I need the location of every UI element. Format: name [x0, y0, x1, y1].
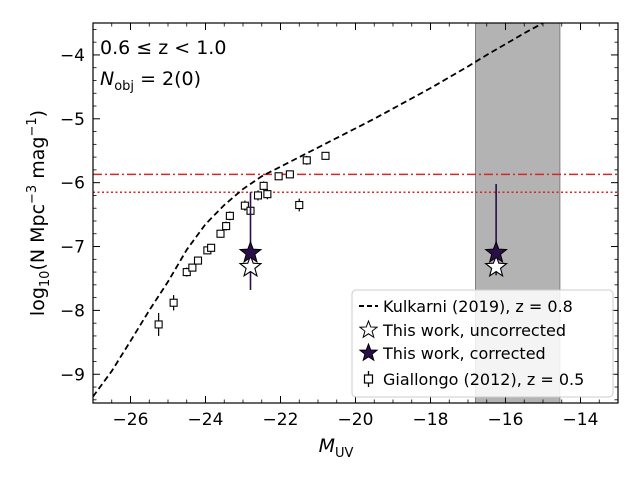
y-tick-label: −9 — [60, 365, 85, 385]
legend-giallongo-label: Giallongo (2012), z = 0.5 — [383, 370, 584, 389]
x-tick-label: −16 — [488, 410, 524, 430]
giallongo-marker — [182, 268, 191, 277]
giallongo-point — [259, 181, 268, 191]
corrected-star — [484, 240, 508, 263]
giallongo-point — [216, 229, 225, 238]
y-axis-label-mid: mag — [27, 137, 49, 185]
y-axis-label-sup2: −1 — [25, 117, 40, 136]
giallongo-point — [274, 172, 283, 181]
y-axis-label-body: (N Mpc — [27, 204, 49, 271]
data-points-layer — [154, 151, 509, 336]
giallongo-marker — [225, 211, 234, 220]
y-tick-label: −4 — [60, 46, 85, 66]
giallongo-marker — [259, 181, 268, 190]
legend-uncorrected-label: This work, uncorrected — [382, 321, 566, 340]
giallongo-point — [302, 155, 311, 165]
giallongo-point — [154, 312, 163, 336]
y-axis-label-sup1: −3 — [25, 185, 40, 204]
giallongo-point — [253, 190, 263, 201]
x-tick-label: −26 — [113, 410, 149, 430]
corrected-star — [238, 240, 263, 263]
giallongo-marker — [207, 243, 216, 252]
y-axis-label: log10(N Mpc−3 mag−1) — [25, 110, 53, 316]
giallongo-marker — [285, 170, 294, 179]
giallongo-marker — [222, 222, 231, 231]
kulkarni-model-curve — [93, 23, 544, 398]
legend: Kulkarni (2019), z = 0.8 This work, unco… — [351, 289, 614, 398]
giallongo-marker — [253, 191, 263, 200]
x-axis-label-main: M — [319, 435, 335, 457]
legend-open-star-icon — [358, 319, 379, 339]
giallongo-marker — [169, 298, 178, 307]
giallongo-point — [193, 256, 203, 265]
giallongo-point — [207, 243, 216, 252]
x-tick-label: −18 — [413, 410, 449, 430]
giallongo-marker — [321, 151, 330, 160]
nobj-subscript: obj — [114, 79, 134, 94]
legend-giallongo-marker — [363, 371, 374, 387]
x-tick-label: −14 — [563, 410, 599, 430]
y-axis-label-sub: 10 — [38, 271, 53, 288]
giallongo-marker — [154, 320, 163, 329]
x-axis-label: MUV — [319, 435, 354, 461]
legend-filled-star-shape — [358, 342, 379, 362]
giallongo-marker — [274, 172, 283, 181]
giallongo-marker — [240, 201, 249, 210]
giallongo-marker — [302, 156, 311, 165]
giallongo-point — [225, 211, 234, 221]
giallongo-point — [321, 151, 330, 160]
model-curve-layer — [93, 23, 544, 398]
x-tick-label: −22 — [263, 410, 299, 430]
giallongo-marker — [295, 200, 304, 210]
axis-ticks-layer: −26 −24 −22 −20 −18 −16 −14 −9 −8 −7 −6 −5 −4 — [60, 23, 619, 430]
horizontal-lines-layer — [93, 173, 618, 193]
legend-box — [351, 289, 614, 398]
giallongo-point — [188, 263, 197, 272]
giallongo-point — [222, 221, 231, 231]
legend-filled-star-icon — [358, 342, 379, 362]
y-tick-label: −5 — [60, 110, 85, 130]
giallongo-marker — [188, 263, 197, 272]
y-axis-label-end: ) — [27, 110, 49, 117]
giallongo-point — [295, 198, 304, 212]
redshift-range-annotation: 0.6 ≤ z < 1.0 — [100, 37, 226, 59]
giallongo-marker — [263, 190, 272, 199]
nobj-prefix: N — [100, 68, 114, 90]
y-tick-label: −7 — [60, 238, 85, 258]
y-tick-label: −8 — [60, 301, 85, 321]
x-tick-label: −24 — [188, 410, 224, 430]
giallongo-marker — [193, 256, 203, 265]
giallongo-point — [169, 295, 178, 311]
giallongo-marker — [216, 229, 225, 238]
legend-kulkarni-label: Kulkarni (2019), z = 0.8 — [383, 297, 573, 316]
uncorrected-star — [238, 254, 263, 278]
giallongo-point — [285, 170, 294, 179]
nobj-value: = 2(0) — [134, 68, 201, 90]
y-tick-label: −6 — [60, 174, 85, 194]
uncorrected-star — [484, 254, 509, 278]
legend-open-star-shape — [358, 319, 379, 339]
giallongo-point — [182, 267, 191, 277]
y-axis-label-prefix: log — [27, 287, 49, 316]
object-count-annotation: Nobj = 2(0) — [100, 68, 201, 94]
x-axis-label-sub: UV — [335, 446, 354, 461]
giallongo-point — [240, 200, 249, 211]
x-tick-label: −20 — [338, 410, 374, 430]
giallongo-point — [263, 189, 272, 200]
legend-corrected-label: This work, corrected — [382, 344, 546, 363]
